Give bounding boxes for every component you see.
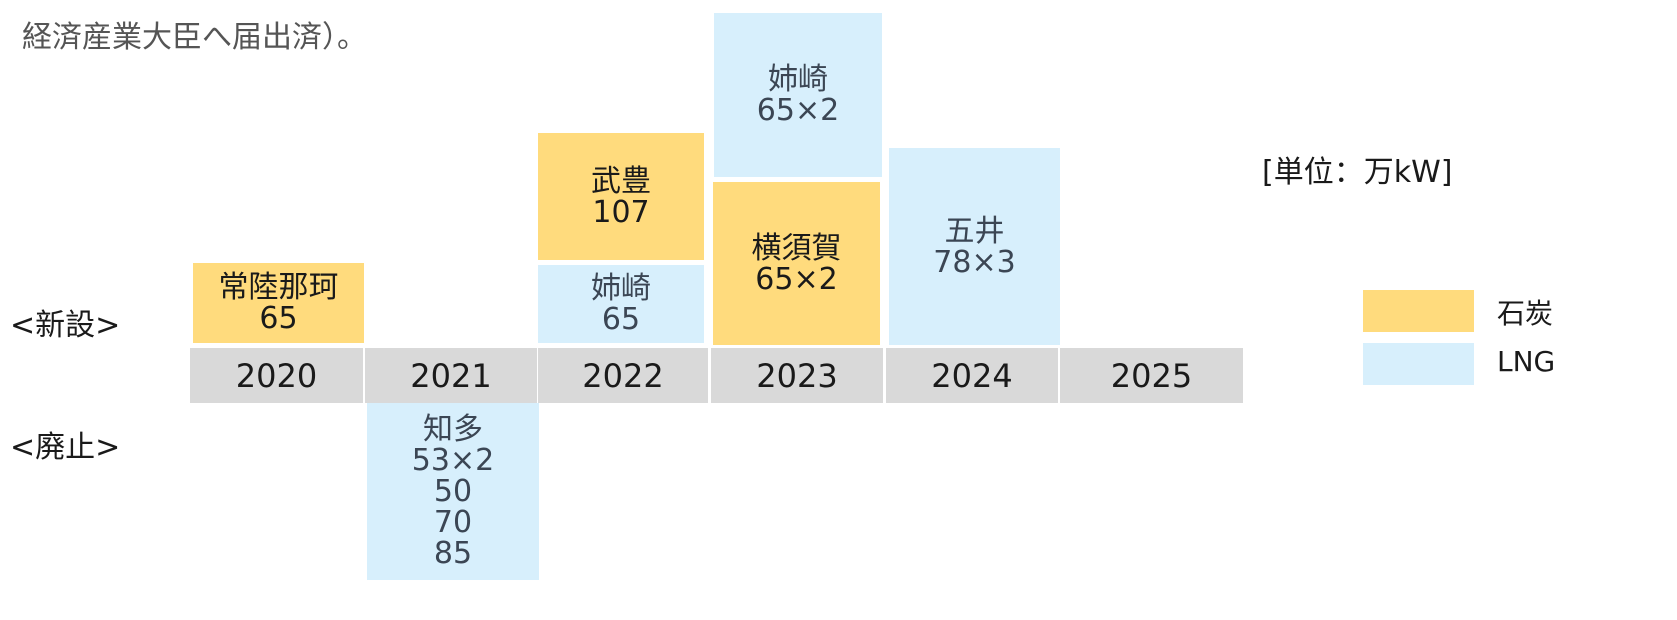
plant-text: 横須賀: [751, 230, 842, 266]
plant-text: 85: [433, 536, 473, 571]
year-cell: 2022: [538, 348, 708, 403]
row-label: <廃止>: [10, 430, 121, 465]
plant-text: 五井: [944, 213, 1005, 249]
plant-block: 知多 53×2 50 70 85: [367, 403, 539, 580]
year-cell: 2024: [886, 348, 1058, 403]
legend-label: LNG: [1497, 345, 1556, 378]
plant-text: 常陸那珂: [218, 270, 339, 305]
year-cell: 2025: [1060, 348, 1243, 403]
plant-text: 知多: [423, 412, 483, 447]
plant-block: 姉崎 65: [538, 265, 704, 343]
unit-label: [単位：万kW]: [1262, 155, 1453, 190]
plant-text: 107: [592, 194, 650, 230]
plant-text: 65: [259, 301, 298, 336]
plant-text: 65×2: [756, 93, 840, 128]
row-label: <新設>: [10, 308, 121, 343]
plant-text: 53×2: [411, 443, 495, 478]
plant-text: 65: [601, 302, 641, 337]
plant-text: 65×2: [755, 261, 838, 297]
plant-block: 横須賀 65×2: [713, 182, 880, 345]
plant-text: 78×3: [933, 244, 1016, 280]
year-cell: 2021: [365, 348, 537, 403]
legend-swatch: [1363, 343, 1474, 385]
plant-text: 50: [433, 474, 473, 509]
plant-text: 姉崎: [591, 271, 651, 306]
plant-text: 70: [433, 505, 473, 540]
header-text: 経済産業大臣へ届出済）。: [22, 20, 367, 55]
legend-label: 石炭: [1497, 297, 1554, 330]
legend-swatch: [1363, 290, 1474, 332]
plant-block: 五井 78×3: [889, 148, 1060, 345]
plant-block: 武豊 107: [538, 133, 704, 260]
plant-text: 武豊: [591, 163, 651, 199]
plant-text: 姉崎: [768, 62, 828, 97]
year-cell: 2020: [190, 348, 363, 403]
plant-block: 常陸那珂 65: [193, 263, 364, 343]
plant-block: 姉崎 65×2: [714, 13, 882, 177]
year-cell: 2023: [711, 348, 883, 403]
